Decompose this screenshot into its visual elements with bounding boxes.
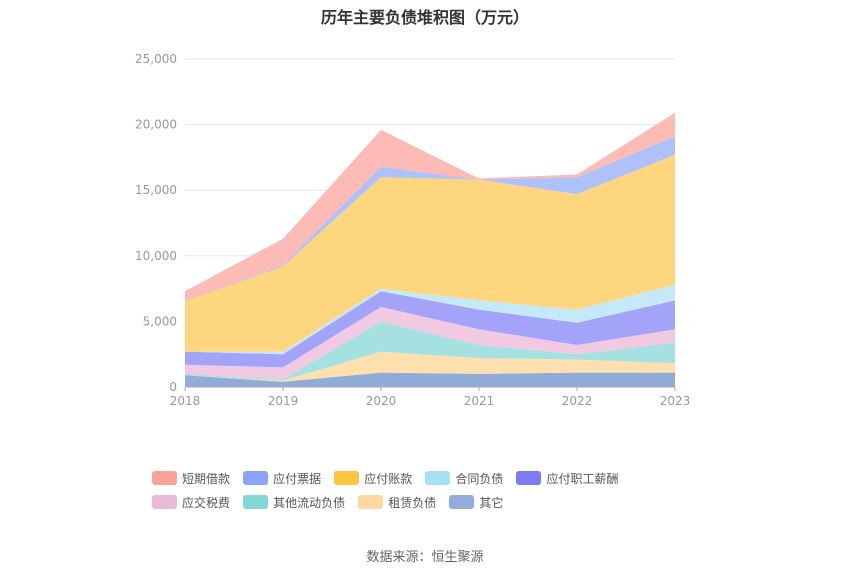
legend-item-employee-pay[interactable]: 应付职工薪酬 <box>516 470 618 486</box>
legend-swatch <box>152 495 177 509</box>
chart-title: 历年主要负债堆积图（万元） <box>320 8 529 27</box>
x-tick-label: 2023 <box>660 394 691 408</box>
y-tick-label: 20,000 <box>135 118 177 132</box>
legend-label: 应交税费 <box>182 495 231 510</box>
legend-item-taxes-payable[interactable]: 应交税费 <box>152 494 230 510</box>
legend-swatch <box>516 471 542 485</box>
y-tick-label: 25,000 <box>135 52 177 66</box>
legend-label: 应付票据 <box>273 471 322 486</box>
area-series <box>185 136 675 302</box>
y-tick-label: 5,000 <box>143 314 177 328</box>
legend-item-short-term-loans[interactable]: 短期借款 <box>152 470 230 486</box>
legend-swatch <box>334 471 360 485</box>
area-series <box>185 291 675 368</box>
legend-swatch <box>152 471 177 485</box>
legend-swatch <box>243 495 269 509</box>
x-tick-label: 2020 <box>366 394 397 408</box>
legend-item-other-current-liabilities[interactable]: 其他流动负债 <box>243 494 345 510</box>
x-tick-label: 2018 <box>170 394 201 408</box>
legend-item-lease-liabilities[interactable]: 租赁负债 <box>358 494 436 510</box>
y-tick-label: 15,000 <box>135 183 177 197</box>
area-series <box>185 306 675 380</box>
legend-label: 短期借款 <box>182 471 231 486</box>
legend-label: 租赁负债 <box>388 495 437 510</box>
x-tick-label: 2021 <box>464 394 495 408</box>
area-series <box>185 372 675 387</box>
legend-label: 合同负债 <box>455 471 504 486</box>
legend-swatch <box>449 495 475 509</box>
area-series <box>185 112 675 302</box>
x-tick-label: 2022 <box>562 394 593 408</box>
legend-swatch <box>243 471 269 485</box>
x-tick-label: 2019 <box>268 394 299 408</box>
y-tick-label: 0 <box>169 380 177 394</box>
legend-swatch <box>425 471 451 485</box>
legend-item-accounts-payable[interactable]: 应付账款 <box>334 470 412 486</box>
area-series <box>185 284 675 355</box>
y-tick-label: 10,000 <box>135 249 177 263</box>
legend-swatch <box>358 495 384 509</box>
legend-item-notes-payable[interactable]: 应付票据 <box>243 470 321 486</box>
area-series <box>185 321 675 381</box>
legend-label: 应付账款 <box>364 471 413 486</box>
legend-label: 其它 <box>479 495 504 510</box>
legend-item-contract-liabilities[interactable]: 合同负债 <box>425 470 503 486</box>
legend-label: 应付职工薪酬 <box>546 471 619 486</box>
legend-label: 其他流动负债 <box>273 495 346 510</box>
data-source-note: 数据来源：恒生聚源 <box>366 550 484 565</box>
area-series <box>185 154 675 352</box>
stacked-area-chart: 0 5,000 10,000 15,000 20,000 25,000 2018 2019 20… <box>135 52 691 408</box>
legend-item-other[interactable]: 其它 <box>449 494 503 510</box>
chart-legend: 短期借款 应付票据 应付账款 合同负债 应付职工薪酬 应交税费 其他流动负债 租… <box>152 470 712 518</box>
